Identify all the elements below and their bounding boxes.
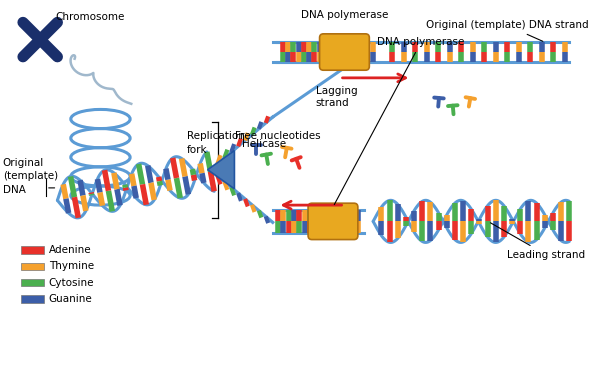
- Text: Replication
fork: Replication fork: [187, 131, 244, 155]
- Text: Adenine: Adenine: [49, 245, 91, 255]
- Text: Guanine: Guanine: [49, 294, 92, 304]
- Ellipse shape: [51, 50, 60, 59]
- Text: Free nucleotides: Free nucleotides: [235, 131, 320, 141]
- Text: Chromosome: Chromosome: [55, 12, 125, 22]
- FancyBboxPatch shape: [320, 34, 370, 70]
- FancyBboxPatch shape: [308, 203, 358, 240]
- Text: Helicase: Helicase: [242, 139, 286, 149]
- Bar: [21, 279, 44, 286]
- Ellipse shape: [51, 20, 60, 29]
- Text: DNA polymerase: DNA polymerase: [334, 37, 464, 204]
- Polygon shape: [208, 151, 235, 189]
- Text: Original
(template)
DNA: Original (template) DNA: [3, 158, 58, 195]
- Text: Thymine: Thymine: [49, 261, 94, 271]
- Ellipse shape: [20, 50, 29, 59]
- Text: Original (template) DNA strand: Original (template) DNA strand: [426, 20, 589, 41]
- Bar: [21, 246, 44, 254]
- Ellipse shape: [20, 20, 29, 29]
- Text: Cytosine: Cytosine: [49, 278, 94, 288]
- Bar: [21, 295, 44, 303]
- Text: Leading strand: Leading strand: [490, 223, 585, 260]
- Text: DNA polymerase: DNA polymerase: [301, 10, 388, 20]
- Text: Lagging
strand: Lagging strand: [316, 86, 358, 108]
- Bar: [21, 263, 44, 270]
